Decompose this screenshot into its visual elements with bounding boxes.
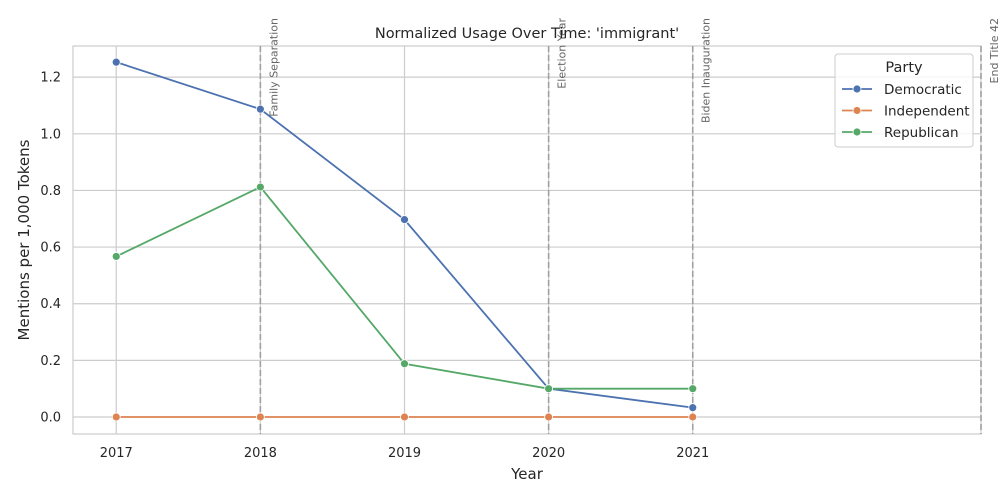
data-point bbox=[688, 403, 698, 413]
x-tick-labels: 2017 2018 2019 2020 2021 bbox=[100, 446, 710, 461]
y-tick-label: 0.6 bbox=[40, 241, 61, 256]
legend-box bbox=[834, 53, 974, 148]
legend-label: Independent bbox=[884, 104, 970, 120]
event-label: Family Separation bbox=[267, 18, 280, 117]
legend: Party Democratic Independent Republican bbox=[834, 53, 974, 148]
x-tick-label: 2018 bbox=[244, 446, 277, 461]
legend-swatch-marker bbox=[852, 127, 862, 137]
legend-items: Democratic Independent Republican bbox=[842, 82, 970, 141]
data-point bbox=[544, 412, 554, 422]
event-label: End Title 42 bbox=[988, 18, 1000, 83]
y-tick-label: 0.8 bbox=[40, 184, 61, 199]
y-tick-label: 1.2 bbox=[40, 71, 61, 86]
data-point bbox=[400, 412, 409, 422]
event-label: Election Year bbox=[556, 18, 569, 89]
y-tick-label: 1.0 bbox=[40, 127, 61, 142]
data-point bbox=[111, 252, 121, 261]
legend-swatch-marker bbox=[852, 84, 862, 94]
data-point bbox=[255, 412, 265, 422]
data-point bbox=[400, 359, 409, 369]
data-point bbox=[111, 412, 121, 422]
legend-title: Party bbox=[885, 60, 923, 76]
x-tick-label: 2020 bbox=[532, 446, 565, 461]
x-tick-label: 2021 bbox=[676, 446, 709, 461]
plot-area bbox=[72, 45, 982, 435]
data-point bbox=[688, 412, 698, 422]
series-group bbox=[111, 57, 698, 422]
y-tick-label: 0.2 bbox=[40, 354, 61, 369]
x-tick-label: 2019 bbox=[388, 446, 421, 461]
legend-label: Republican bbox=[884, 125, 959, 141]
x-tick-label: 2017 bbox=[100, 446, 133, 461]
x-axis-title: Year bbox=[510, 465, 544, 483]
y-tick-labels: 0.0 0.2 0.4 0.6 0.8 1.0 1.2 bbox=[40, 71, 61, 426]
data-point bbox=[111, 57, 121, 67]
data-point bbox=[544, 384, 554, 394]
legend-swatch-marker bbox=[852, 106, 862, 115]
data-point bbox=[688, 384, 698, 394]
data-point bbox=[255, 104, 265, 114]
y-tick-label: 0.4 bbox=[40, 297, 61, 312]
legend-label: Democratic bbox=[884, 82, 962, 98]
data-point bbox=[255, 182, 265, 192]
y-axis-title: Mentions per 1,000 Tokens bbox=[15, 139, 33, 340]
data-point bbox=[400, 215, 409, 225]
y-tick-label: 0.0 bbox=[40, 411, 61, 426]
chart-title: Normalized Usage Over Time: 'immigrant' bbox=[375, 26, 679, 42]
event-label: Biden Inauguration bbox=[700, 18, 713, 123]
